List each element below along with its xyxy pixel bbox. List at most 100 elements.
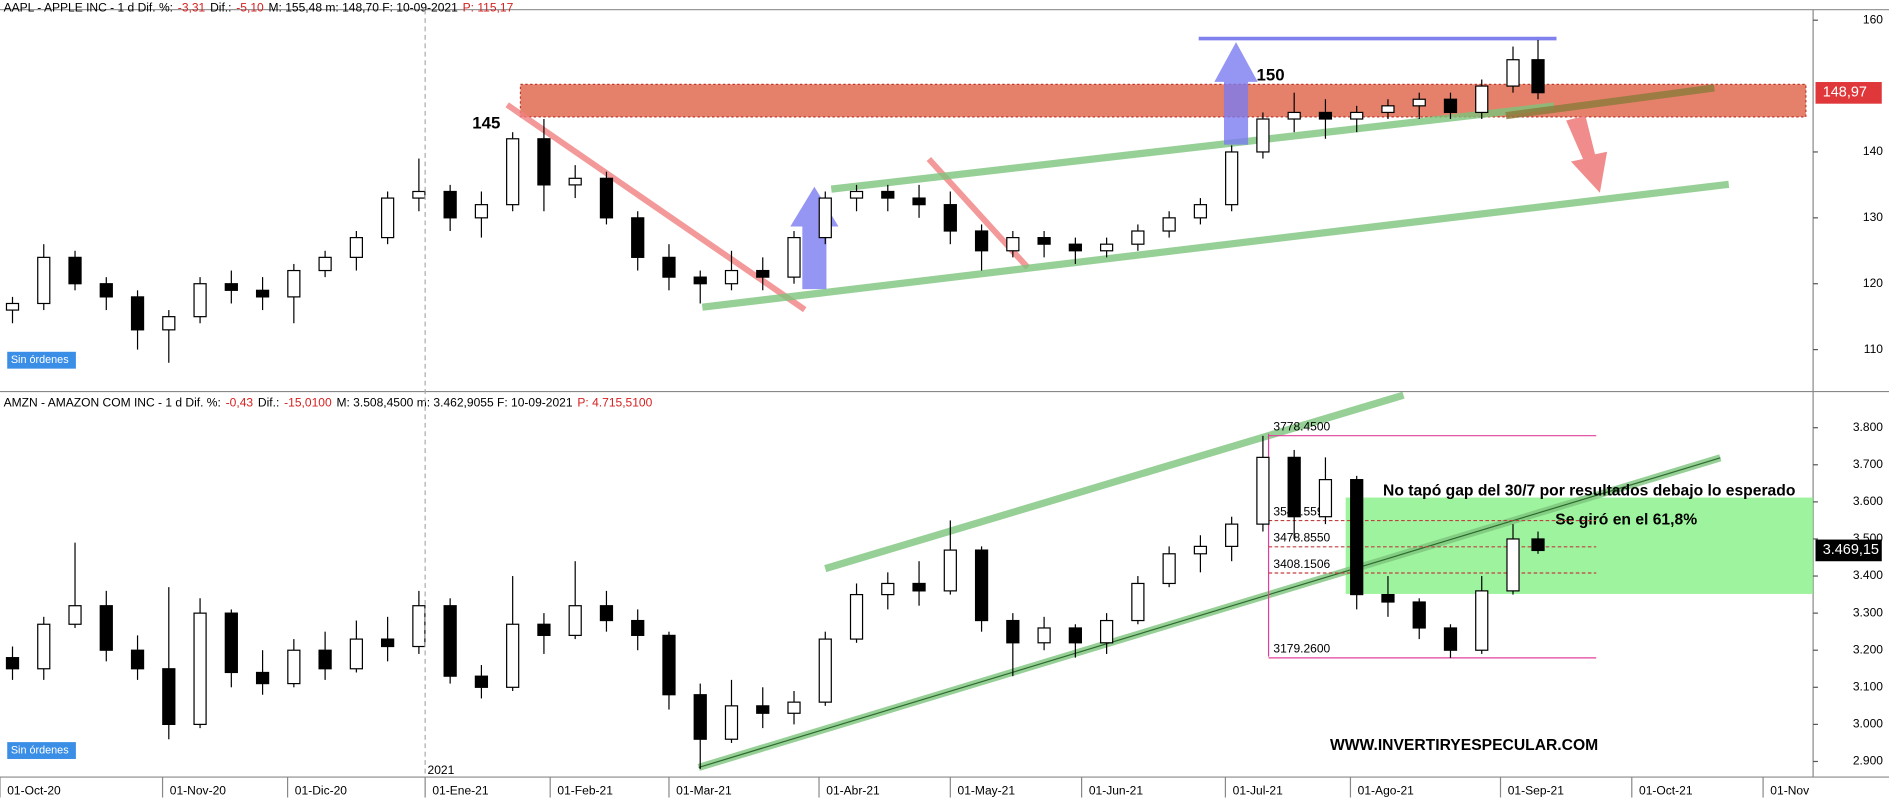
candle-body	[68, 605, 82, 625]
y-tick-label: 2.900	[1853, 754, 1883, 768]
annotation: Se giró en el 61,8%	[1555, 512, 1697, 529]
candle-body	[537, 623, 551, 636]
candle-body	[1225, 151, 1239, 206]
x-tick-label: 01-Nov-20	[170, 784, 226, 798]
candle-body	[881, 582, 895, 596]
candle-body	[474, 675, 489, 688]
badge-text: Sin órdenes	[11, 354, 69, 366]
candle-body	[631, 619, 645, 636]
candle-body	[974, 230, 989, 252]
candle-body	[1531, 538, 1545, 552]
candle-body	[287, 649, 301, 685]
header-part: M: 3.508,4500 m: 3.462,9055 F: 10-09-202…	[336, 396, 572, 410]
y-tick-label: 3.000	[1853, 717, 1883, 731]
candle-body	[662, 634, 676, 696]
up-arrow	[1214, 42, 1258, 145]
candle-body	[1412, 98, 1426, 107]
last-price-tag	[1815, 539, 1882, 562]
candle-body	[1506, 59, 1520, 87]
badge	[7, 351, 76, 369]
candle-body	[912, 197, 926, 206]
x-tick-label: 01-Jul-21	[1233, 784, 1283, 798]
badge	[7, 742, 76, 759]
y-tick-label: 140	[1863, 144, 1883, 158]
header-part: -0,43	[226, 396, 254, 410]
candle-body	[1443, 627, 1458, 651]
candle-body	[1350, 111, 1364, 120]
candle-body	[1475, 85, 1489, 114]
candle-body	[5, 657, 20, 670]
candle-body	[193, 612, 207, 725]
candle-body	[1475, 590, 1489, 651]
fib-label: 3408.1506	[1273, 557, 1330, 571]
candle-body	[1350, 479, 1364, 596]
y-tick-label: 3.100	[1853, 679, 1883, 693]
candle-body	[568, 605, 582, 636]
x-tick-label: 01-Jun-21	[1089, 784, 1143, 798]
x-tick-label: 01-Sep-21	[1508, 784, 1564, 798]
y-tick-label: 3.200	[1853, 642, 1883, 656]
year-label: 2021	[428, 763, 455, 777]
x-tick-label: 01-Ago-21	[1358, 784, 1414, 798]
y-tick-label: 3.400	[1853, 568, 1883, 582]
candle-body	[1068, 243, 1082, 252]
candle-body	[1506, 538, 1520, 592]
trend-line	[830, 102, 1555, 193]
x-tick-label: 01-Abr-21	[826, 784, 880, 798]
candle-body	[1006, 619, 1020, 644]
candle-body	[974, 549, 989, 622]
x-tick-label: 01-Ene-21	[432, 784, 488, 798]
candle-body	[1193, 204, 1208, 219]
y-tick-label: 3.800	[1853, 420, 1883, 434]
fib-label: 3778.4500	[1273, 419, 1330, 433]
header-part: AAPL - APPLE INC - 1 d Dif. %:	[4, 1, 173, 15]
candle-body	[162, 316, 176, 331]
candle-body	[1162, 217, 1176, 232]
header-part: P: 4.715,5100	[577, 396, 652, 410]
candle-body	[631, 217, 645, 258]
candle-body	[1443, 98, 1458, 114]
x-tick-label: 01-May-21	[958, 784, 1016, 798]
y-tick-label: 3.600	[1853, 494, 1883, 508]
y-tick-label: 120	[1863, 276, 1883, 290]
candle-body	[1381, 105, 1395, 114]
candle-body	[1006, 237, 1020, 252]
candle-body	[5, 302, 20, 311]
candle-body	[68, 256, 82, 285]
candle-body	[537, 138, 551, 186]
candle-body	[130, 649, 145, 670]
header-part: Dif.:	[258, 396, 279, 410]
resistance-zone	[519, 83, 1807, 118]
annotation: 150	[1257, 65, 1285, 84]
candle-body	[756, 269, 770, 278]
y-tick-label: 130	[1863, 210, 1883, 224]
candle-body	[599, 177, 614, 219]
candle-body	[255, 289, 270, 298]
last-price-label: 3.469,15	[1823, 542, 1879, 558]
x-tick-label: 01-Oct-20	[7, 784, 61, 798]
candle-body	[787, 701, 801, 714]
last-price-tag	[1815, 82, 1882, 104]
y-tick-label: 3.300	[1853, 605, 1883, 619]
annotation: WWW.INVERTIRYESPECULAR.COM	[1330, 737, 1598, 754]
candle-body	[568, 177, 582, 186]
candle-body	[1318, 479, 1333, 518]
last-price-label: 148,97	[1823, 85, 1867, 101]
candle-body	[1037, 627, 1051, 644]
annotation: 145	[472, 114, 500, 133]
candle-body	[724, 705, 739, 740]
candle-body	[912, 582, 926, 592]
trend-line	[698, 457, 1721, 768]
candle-body	[1256, 118, 1270, 153]
header: AMZN - AMAZON COM INC - 1 d Dif. %: -0,43…	[4, 396, 653, 410]
candle-body	[693, 276, 707, 285]
candle-body	[881, 190, 895, 199]
candle-body	[381, 638, 395, 648]
candle-body	[162, 668, 176, 725]
candle-body	[1318, 111, 1333, 120]
header-part: M: 155,48 m: 148,70 F: 10-09-2021	[269, 1, 459, 15]
candle-body	[1531, 59, 1545, 94]
candle-body	[130, 296, 145, 331]
candle-body	[412, 190, 426, 199]
